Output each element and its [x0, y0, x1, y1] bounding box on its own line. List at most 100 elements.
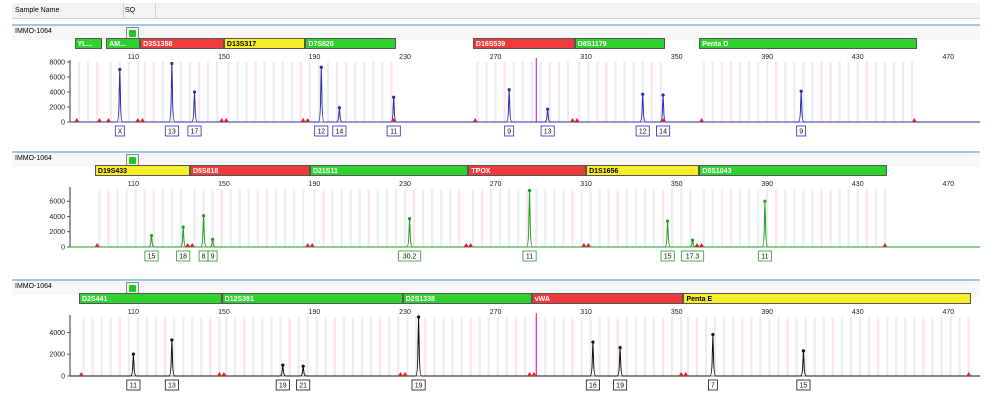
peak-mark[interactable] [641, 92, 645, 96]
artifact-triangle[interactable] [305, 118, 311, 122]
peak-mark[interactable] [192, 90, 197, 94]
peak-mark[interactable] [201, 214, 206, 218]
marker-d6s1043[interactable]: D6S1043 [699, 165, 888, 176]
allele-label-box[interactable] [275, 379, 290, 391]
artifact-triangle[interactable] [216, 372, 222, 376]
electropherogram-plot[interactable]: 110 150 190 230 270 310 350 390 430 470 0 2000 4000 6… [12, 54, 980, 150]
artifact-triangle[interactable] [472, 118, 478, 122]
marker-d19s433[interactable]: D19S433 [94, 165, 190, 176]
allele-label-box[interactable] [126, 379, 141, 391]
artifact-triangle[interactable] [463, 243, 469, 247]
allele-label-box[interactable] [504, 125, 515, 137]
allele-label-box[interactable] [796, 379, 811, 391]
peak-mark[interactable] [392, 95, 396, 99]
marker-d21s11[interactable]: D21S11 [309, 165, 469, 176]
artifact-triangle[interactable] [78, 372, 84, 376]
peak-mark[interactable] [527, 188, 532, 193]
artifact-triangle[interactable] [397, 372, 403, 376]
marker-d7s820[interactable]: D7S820 [305, 38, 396, 49]
artifact-triangle[interactable] [570, 118, 576, 122]
artifact-triangle[interactable] [300, 118, 306, 122]
allele-label-box[interactable] [585, 379, 600, 391]
electropherogram-plot[interactable]: 110 150 190 230 270 310 350 390 430 470 0 2000 4000 1… [12, 309, 980, 404]
allele-label-box[interactable] [164, 125, 179, 137]
artifact-triangle[interactable] [585, 243, 591, 247]
marker-d3s1358[interactable]: D3S1358 [140, 38, 224, 49]
peak-mark[interactable] [170, 338, 174, 342]
peak-mark[interactable] [407, 217, 412, 221]
artifact-triangle[interactable] [678, 372, 684, 376]
artifact-triangle[interactable] [966, 372, 972, 376]
allele-label-box[interactable] [680, 250, 705, 262]
artifact-triangle[interactable] [694, 243, 700, 247]
marker-d1s1656[interactable]: D1S1656 [586, 165, 700, 176]
artifact-triangle[interactable] [531, 372, 537, 376]
column-header-sample-name[interactable]: Sample Name [12, 3, 124, 18]
marker-d2s441[interactable]: D2S441 [79, 293, 222, 304]
allele-label-box[interactable] [187, 125, 202, 137]
peak-mark[interactable] [211, 237, 215, 241]
marker-d2s1338[interactable]: D2S1338 [402, 293, 532, 304]
marker-penta-d[interactable]: Penta D [699, 38, 917, 49]
artifact-triangle[interactable] [683, 372, 689, 376]
artifact-triangle[interactable] [219, 118, 225, 122]
peak-mark[interactable] [507, 88, 511, 92]
allele-label-box[interactable] [207, 250, 218, 262]
artifact-triangle[interactable] [468, 243, 474, 247]
artifact-triangle[interactable] [185, 243, 191, 247]
allele-label-box[interactable] [522, 250, 537, 262]
peak-mark[interactable] [118, 67, 122, 72]
artifact-triangle[interactable] [189, 243, 195, 247]
allele-label-box[interactable] [164, 379, 179, 391]
allele-label-box[interactable] [114, 125, 125, 137]
artifact-triangle[interactable] [305, 243, 311, 247]
peak-mark[interactable] [591, 340, 595, 344]
allele-label-box[interactable] [757, 250, 772, 262]
artifact-triangle[interactable] [223, 118, 229, 122]
column-header-sq[interactable]: SQ [122, 3, 156, 18]
peak-mark[interactable] [799, 89, 803, 93]
peak-mark[interactable] [690, 238, 695, 242]
marker-am-[interactable]: AM... [106, 38, 141, 49]
allele-label-box[interactable] [796, 125, 807, 137]
allele-label-box[interactable] [332, 125, 347, 137]
artifact-triangle[interactable] [96, 118, 102, 122]
peak-mark[interactable] [301, 364, 305, 368]
marker-yl-[interactable]: YL... [74, 38, 102, 49]
peak-mark[interactable] [131, 352, 135, 356]
marker-d13s317[interactable]: D13S317 [223, 38, 306, 49]
peak-mark[interactable] [666, 219, 670, 223]
artifact-triangle[interactable] [574, 118, 580, 122]
allele-label-box[interactable] [176, 250, 191, 262]
peak-mark[interactable] [170, 61, 174, 66]
allele-label-box[interactable] [296, 379, 311, 391]
peak-mark[interactable] [149, 233, 154, 238]
allele-label-box[interactable] [707, 379, 718, 391]
marker-d8s1179[interactable]: D8S1179 [574, 38, 666, 49]
peak-mark[interactable] [763, 199, 767, 203]
artifact-triangle[interactable] [527, 372, 533, 376]
marker-d16s539[interactable]: D16S539 [472, 38, 575, 49]
allele-label-box[interactable] [386, 125, 401, 137]
allele-label-box[interactable] [635, 125, 650, 137]
artifact-triangle[interactable] [660, 118, 666, 122]
allele-label-box[interactable] [540, 125, 555, 137]
peak-mark[interactable] [618, 345, 622, 350]
artifact-triangle[interactable] [911, 118, 917, 122]
marker-d5s818[interactable]: D5S818 [189, 165, 310, 176]
electropherogram-plot[interactable]: 110 150 190 230 270 310 350 390 430 470 0 2000 4000 6… [12, 181, 980, 275]
peak-mark[interactable] [661, 93, 665, 97]
peak-mark[interactable] [181, 225, 185, 229]
peak-mark[interactable] [319, 65, 323, 69]
artifact-triangle[interactable] [94, 243, 100, 247]
peak-mark[interactable] [801, 349, 806, 353]
allele-label-box[interactable] [397, 250, 422, 262]
artifact-triangle[interactable] [135, 118, 141, 122]
artifact-triangle[interactable] [581, 243, 587, 247]
artifact-triangle[interactable] [391, 118, 397, 122]
artifact-triangle[interactable] [699, 243, 705, 247]
artifact-triangle[interactable] [882, 243, 888, 247]
marker-vwa[interactable]: vWA [531, 293, 684, 304]
artifact-triangle[interactable] [221, 372, 227, 376]
artifact-triangle[interactable] [105, 118, 111, 122]
